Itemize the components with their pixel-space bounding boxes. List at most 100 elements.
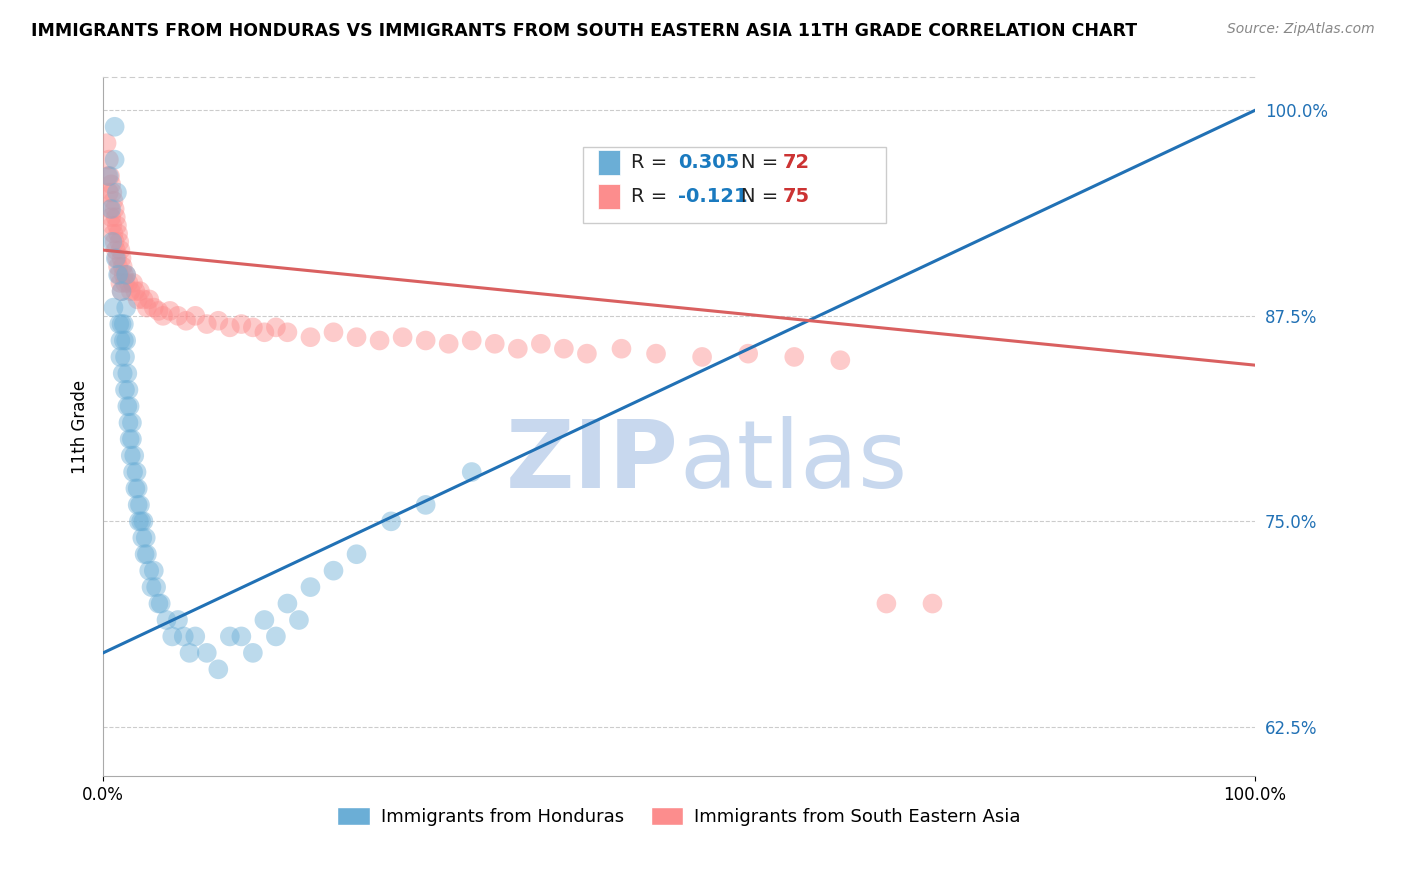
Point xyxy=(122,465,145,479)
Point xyxy=(218,320,240,334)
Point xyxy=(98,169,121,183)
Point xyxy=(184,629,207,643)
Point xyxy=(110,276,132,290)
Point xyxy=(138,293,160,307)
Point xyxy=(104,243,127,257)
Point xyxy=(100,178,122,192)
Point xyxy=(135,547,157,561)
Point xyxy=(127,482,149,496)
Point xyxy=(115,268,138,282)
Point xyxy=(111,260,134,274)
Point xyxy=(117,416,139,430)
Point xyxy=(108,317,131,331)
Point xyxy=(218,629,240,643)
Point xyxy=(173,629,195,643)
Point xyxy=(174,314,197,328)
Point xyxy=(110,284,132,298)
Point xyxy=(112,268,135,282)
Point xyxy=(103,301,125,315)
Text: 72: 72 xyxy=(783,153,810,172)
Point xyxy=(105,219,128,233)
Point xyxy=(299,580,322,594)
Point xyxy=(461,334,484,348)
Point xyxy=(415,498,437,512)
Point xyxy=(184,309,207,323)
Text: 75: 75 xyxy=(783,186,810,206)
Point xyxy=(299,330,322,344)
Point xyxy=(112,334,135,348)
Point xyxy=(242,320,264,334)
Point xyxy=(132,293,155,307)
Point xyxy=(100,202,122,216)
Point xyxy=(104,202,127,216)
Point xyxy=(128,514,150,528)
Point xyxy=(155,613,177,627)
Point xyxy=(117,367,139,381)
Point xyxy=(179,646,201,660)
Text: IMMIGRANTS FROM HONDURAS VS IMMIGRANTS FROM SOUTH EASTERN ASIA 11TH GRADE CORREL: IMMIGRANTS FROM HONDURAS VS IMMIGRANTS F… xyxy=(31,22,1137,40)
Point xyxy=(114,276,136,290)
Point xyxy=(110,317,132,331)
Point xyxy=(129,284,152,298)
Text: R =: R = xyxy=(631,153,673,172)
Text: atlas: atlas xyxy=(679,416,907,508)
Point xyxy=(101,219,124,233)
Point xyxy=(98,202,121,216)
Point xyxy=(121,432,143,446)
Point xyxy=(264,320,287,334)
Legend: Immigrants from Honduras, Immigrants from South Eastern Asia: Immigrants from Honduras, Immigrants fro… xyxy=(330,800,1028,833)
Point xyxy=(101,235,124,249)
Point xyxy=(167,309,190,323)
Point xyxy=(122,276,145,290)
Point xyxy=(288,613,311,627)
Point xyxy=(134,547,156,561)
Text: 0.305: 0.305 xyxy=(678,153,740,172)
Point xyxy=(135,531,157,545)
Text: ZIP: ZIP xyxy=(506,416,679,508)
Text: N =: N = xyxy=(741,153,785,172)
Point xyxy=(875,597,897,611)
Point xyxy=(921,597,943,611)
Point xyxy=(127,498,149,512)
Point xyxy=(142,564,165,578)
Point xyxy=(368,334,391,348)
Point xyxy=(107,227,129,241)
Point xyxy=(231,317,253,331)
Point xyxy=(506,342,529,356)
Point xyxy=(97,169,120,183)
Point xyxy=(107,268,129,282)
Point xyxy=(120,284,142,298)
Point xyxy=(276,597,298,611)
Point xyxy=(322,564,344,578)
Point xyxy=(110,243,132,257)
Point xyxy=(104,120,127,134)
Text: N =: N = xyxy=(741,186,785,206)
Point xyxy=(97,153,120,167)
Point xyxy=(135,301,157,315)
Point xyxy=(107,260,129,274)
Point xyxy=(783,350,806,364)
Point xyxy=(138,564,160,578)
Point xyxy=(122,449,145,463)
Point xyxy=(97,186,120,200)
Point xyxy=(737,346,759,360)
Point xyxy=(115,268,138,282)
Point xyxy=(253,613,276,627)
Point xyxy=(131,531,153,545)
Point xyxy=(276,326,298,340)
Point xyxy=(207,662,229,676)
Point xyxy=(145,580,167,594)
Point xyxy=(105,252,128,266)
Point xyxy=(159,304,181,318)
Point xyxy=(231,629,253,643)
Point xyxy=(129,498,152,512)
Point xyxy=(104,153,127,167)
Point xyxy=(112,317,135,331)
Point xyxy=(115,301,138,315)
Point xyxy=(380,514,402,528)
Point xyxy=(195,646,218,660)
Point xyxy=(575,346,598,360)
Point xyxy=(207,314,229,328)
Point xyxy=(253,326,276,340)
Point xyxy=(553,342,575,356)
